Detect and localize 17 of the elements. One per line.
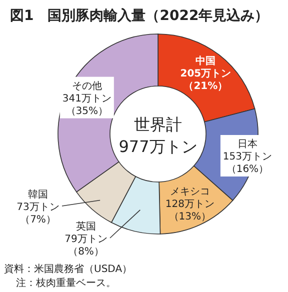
chart-title: 図1 国別豚肉輸入量（2022年見込み）	[10, 8, 269, 24]
slice-label: メキシコ	[170, 186, 210, 198]
slice-label: 日本	[237, 138, 258, 150]
data-label: 73万トン（7%）	[16, 202, 60, 226]
data-label: 341万トン（35%）	[62, 93, 112, 117]
text: 資料：米国農務省（USDA）	[4, 263, 132, 275]
slice-label: 中国	[196, 54, 216, 67]
text: 注：枝肉重量ベース。	[16, 277, 116, 289]
data-label: 128万トン（13%）	[165, 198, 214, 222]
slice-label: 韓国	[28, 188, 48, 200]
data-label: 153万トン（16%）	[222, 152, 272, 175]
slice-label: その他	[72, 80, 102, 92]
data-label: 205万トン（21%）	[180, 68, 232, 92]
text: 977万トン	[118, 137, 198, 156]
text: 世界計	[134, 115, 182, 134]
slice-label: 英国	[76, 220, 96, 232]
data-label: 79万トン（8%）	[64, 234, 108, 258]
